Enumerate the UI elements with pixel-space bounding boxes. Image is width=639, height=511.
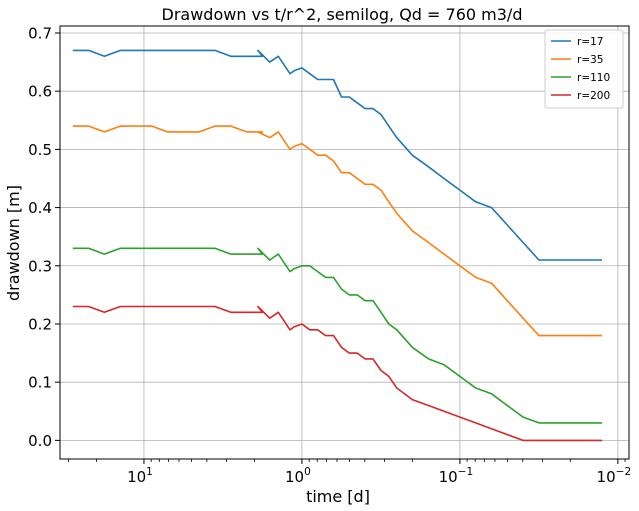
y-axis-label: drawdown [m] [4,185,23,301]
series-line-r-200 [72,305,602,442]
plot-frame [59,25,630,460]
x-tick-label: 100 [285,466,311,486]
x-tick-label: 10−2 [597,466,632,486]
legend-label: r=35 [577,54,603,66]
axis-ticks: 0.0 0.1 0.2 0.3 0.4 0.5 0.6 0.7 101 100 10−1 10−2 [28,24,631,486]
series-layer [72,49,602,442]
series-line-r-35 [72,125,602,337]
series-line-r-110 [72,247,602,424]
legend-label: r=200 [577,90,610,102]
y-tick-label: 0.5 [28,141,52,159]
x-tick-label: 101 [127,466,153,486]
legend-label: r=17 [577,36,603,48]
legend-box [544,29,624,109]
chart-title: Drawdown vs t/r^2, semilog, Qd = 760 m3/… [162,5,523,24]
y-tick-label: 0.4 [28,199,52,217]
y-tick-label: 0.7 [28,24,52,42]
y-tick-label: 0.2 [28,315,52,333]
legend-label: r=110 [577,72,610,84]
y-tick-label: 0.0 [28,432,52,450]
x-axis-label: time [d] [306,487,370,506]
y-tick-label: 0.1 [28,374,52,392]
y-tick-label: 0.3 [28,257,52,275]
series-line-r-17 [72,49,602,261]
x-tick-label: 10−1 [439,466,474,486]
legend: r=17 r=35 r=110 r=200 [544,29,624,109]
y-tick-label: 0.6 [28,83,52,101]
